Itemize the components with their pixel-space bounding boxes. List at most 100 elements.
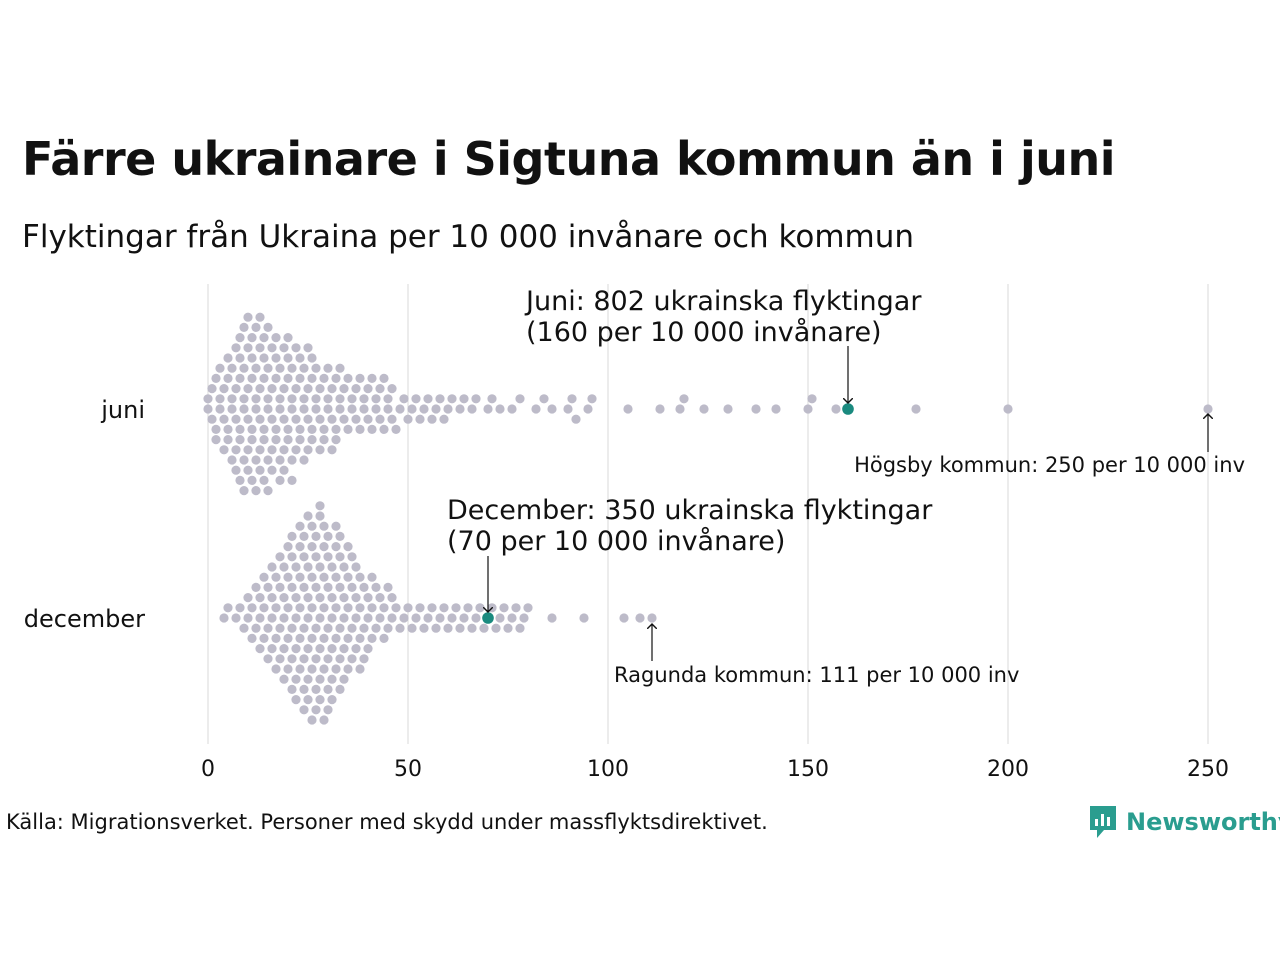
dot-juni-135: [323, 363, 333, 373]
dot-juni-31: [235, 475, 245, 485]
dot-december-124: [335, 654, 345, 664]
dot-juni-46: [247, 435, 257, 445]
dot-december-129: [339, 593, 349, 603]
dot-juni-137: [327, 384, 337, 394]
dot-juni-44: [247, 424, 257, 434]
dot-juni-110: [295, 435, 305, 445]
dot-december-180: [435, 613, 445, 623]
dot-december-107: [323, 684, 333, 695]
dot-juni-7: [215, 404, 225, 414]
dot-december-25: [271, 633, 281, 644]
x-tick-label-100: 100: [587, 757, 629, 782]
dot-juni-3: [207, 384, 217, 394]
dot-juni-47: [247, 353, 257, 363]
x-axis-ticks: 0 50 100 150 200 250: [201, 757, 1229, 782]
brand-logo[interactable]: Newsworthy: [1088, 804, 1280, 840]
dot-juni-168: [383, 394, 393, 404]
dot-juni-91: [279, 445, 289, 455]
dot-december-138: [347, 623, 357, 633]
dot-december-140: [347, 654, 357, 664]
dot-december-14: [259, 603, 269, 613]
dot-juni-2: [207, 414, 217, 424]
dot-juni-188: [467, 404, 477, 414]
dot-december-60: [299, 623, 309, 633]
dot-december-176: [419, 623, 429, 633]
dot-december-9: [251, 623, 261, 633]
dot-juni-111: [295, 353, 305, 363]
dot-juni-190: [483, 404, 493, 414]
annotation-december-max: Ragunda kommun: 111 per 10 000 inv: [614, 663, 1019, 687]
x-tick-label-0: 0: [201, 757, 215, 782]
dot-december-136: [343, 664, 353, 674]
dot-december-157: [367, 633, 377, 644]
dot-juni-160: [367, 373, 377, 383]
dot-december-170: [395, 623, 405, 633]
dot-juni-117: [303, 384, 313, 394]
dot-juni-146: [339, 384, 349, 394]
dot-december-34: [279, 644, 289, 654]
dot-december-142: [351, 613, 361, 623]
dot-juni-105: [291, 384, 301, 394]
dot-december-114: [327, 674, 337, 684]
annotation-juni-max: Högsby kommun: 250 per 10 000 inv: [854, 453, 1245, 477]
dot-december-39: [283, 572, 293, 582]
dot-december-109: [323, 705, 333, 715]
dot-december-73: [303, 511, 313, 521]
dot-december-53: [291, 695, 301, 705]
dot-juni-65: [259, 353, 269, 363]
dot-december-127: [335, 531, 345, 542]
dot-juni-189: [471, 394, 481, 404]
dot-juni-10: [219, 414, 229, 424]
dot-december-100: [319, 542, 329, 552]
dot-juni-63: [259, 373, 269, 383]
dot-december-80: [307, 715, 317, 725]
dot-december-26: [271, 572, 281, 582]
dot-juni-32: [239, 404, 249, 414]
dot-juni-126: [311, 363, 321, 373]
dot-juni-83: [271, 333, 281, 343]
dot-december-79: [307, 521, 317, 531]
dot-december-70: [303, 562, 313, 572]
dot-december-83: [311, 654, 321, 664]
dot-juni-182: [435, 394, 445, 404]
dot-december-18: [263, 582, 273, 593]
dot-juni-40: [243, 445, 253, 455]
dot-december-52: [291, 674, 301, 684]
dot-december-122: [335, 623, 345, 633]
dot-december-197: [503, 623, 513, 633]
dot-juni-121: [307, 373, 317, 383]
dot-december-47: [287, 531, 297, 542]
dot-juni-60: [255, 465, 265, 475]
dot-juni-192: [495, 404, 505, 414]
dot-december-203: [547, 613, 557, 623]
dot-december-2: [231, 613, 241, 623]
dot-juni-85: [275, 394, 285, 404]
dot-december-101: [319, 521, 329, 531]
dot-december-90: [315, 644, 325, 654]
dot-juni-67: [259, 475, 269, 485]
dot-december-71: [303, 674, 313, 684]
dot-juni-29: [235, 353, 245, 363]
dot-december-196: [499, 603, 509, 613]
dot-juni-64: [259, 435, 269, 445]
dot-juni-109: [295, 373, 305, 383]
dot-juni-144: [335, 363, 345, 373]
dot-december-123: [335, 582, 345, 593]
dot-juni-86: [275, 363, 285, 373]
dot-december-45: [287, 552, 297, 562]
dot-december-162: [375, 593, 385, 603]
dot-december-125: [335, 552, 345, 562]
dot-december-201: [519, 613, 529, 623]
dot-december-74: [307, 603, 317, 613]
dot-juni-140: [331, 373, 341, 383]
dot-juni-58: [255, 445, 265, 455]
dot-juni-101: [287, 363, 297, 373]
dot-juni-102: [287, 455, 297, 465]
dot-juni-59: [255, 343, 265, 353]
dot-juni-52: [251, 363, 261, 373]
dot-juni-51: [251, 394, 261, 404]
dot-december-64: [299, 684, 309, 695]
dot-juni-172: [395, 404, 405, 414]
dot-december-57: [295, 664, 305, 674]
dot-december-195: [495, 613, 505, 623]
